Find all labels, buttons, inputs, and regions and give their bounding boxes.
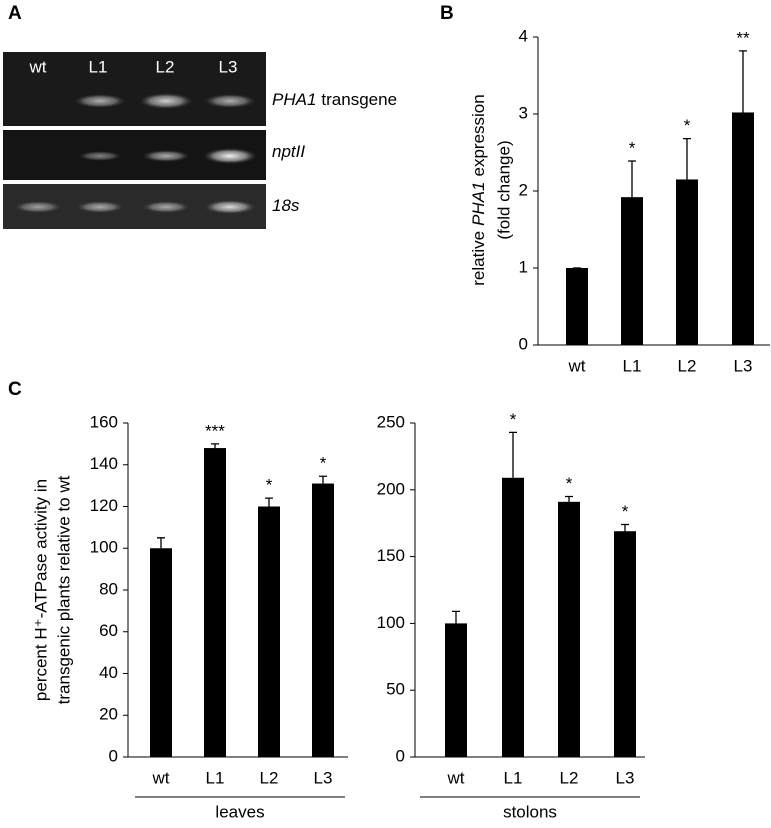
y-tick-label: 40 xyxy=(99,663,118,682)
y-axis-label: percent H⁺-ATPase activity in xyxy=(31,479,50,701)
x-axis-label: stolons xyxy=(503,802,557,821)
error-bar xyxy=(452,610,460,624)
error-bar xyxy=(739,50,747,113)
row-label: nptII xyxy=(272,142,305,161)
significance-label: * xyxy=(320,454,327,473)
row-label-text: transgene xyxy=(321,90,397,109)
row-label: PHA1 transgene xyxy=(272,90,397,109)
row-label-italic: PHA1 xyxy=(272,90,316,109)
y-axis-label-part: relative xyxy=(469,231,488,286)
error-bar xyxy=(621,523,629,532)
bar xyxy=(204,448,226,757)
lane-label: L1 xyxy=(89,57,108,76)
bar xyxy=(621,197,643,345)
bar xyxy=(150,548,172,757)
x-axis-label: leaves xyxy=(215,802,264,821)
bar xyxy=(258,506,280,757)
significance-label: *** xyxy=(205,421,225,440)
panel-label: B xyxy=(440,3,454,24)
y-tick-label: 0 xyxy=(396,746,405,765)
y-tick-label: 50 xyxy=(386,680,405,699)
bar xyxy=(614,531,636,757)
x-tick-label: wt xyxy=(568,356,586,375)
y-tick-label: 20 xyxy=(99,705,118,724)
significance-label: * xyxy=(684,116,691,135)
x-tick-label: L1 xyxy=(623,356,642,375)
x-tick-label: L3 xyxy=(616,768,635,787)
y-axis-label-italic: PHA1 xyxy=(469,181,488,225)
y-tick-label: 100 xyxy=(377,613,405,632)
error-bar xyxy=(211,443,219,449)
x-tick-label: L3 xyxy=(314,768,333,787)
y-tick-label: 120 xyxy=(90,496,118,515)
y-tick-label: 200 xyxy=(377,479,405,498)
y-tick-label: 4 xyxy=(519,26,528,45)
x-tick-label: L2 xyxy=(260,768,279,787)
significance-label: * xyxy=(266,476,273,495)
y-tick-label: 80 xyxy=(99,579,118,598)
x-tick-label: wt xyxy=(447,768,465,787)
y-tick-label: 150 xyxy=(377,546,405,565)
y-tick-label: 250 xyxy=(377,412,405,431)
x-tick-label: L3 xyxy=(734,356,753,375)
x-tick-label: wt xyxy=(152,768,170,787)
y-tick-label: 0 xyxy=(519,334,528,353)
significance-label: * xyxy=(510,410,517,429)
y-tick-label: 3 xyxy=(519,103,528,122)
row-label: 18s xyxy=(272,196,300,215)
y-axis-label-part: expression xyxy=(469,94,488,176)
y-tick-label: 60 xyxy=(99,621,118,640)
panel-label: A xyxy=(8,3,22,24)
bar xyxy=(312,483,334,757)
gel-image xyxy=(3,52,266,229)
y-axis-label: (fold change) xyxy=(494,140,513,239)
x-tick-label: L2 xyxy=(560,768,579,787)
error-bar xyxy=(157,537,165,549)
y-tick-label: 100 xyxy=(90,538,118,557)
error-bar xyxy=(683,137,691,180)
significance-label: * xyxy=(629,138,636,157)
y-tick-label: 1 xyxy=(519,257,528,276)
bar xyxy=(445,623,467,757)
bar xyxy=(676,179,698,345)
significance-label: * xyxy=(622,502,629,521)
significance-label: ** xyxy=(736,28,750,47)
error-bar xyxy=(509,431,517,478)
error-bar xyxy=(565,495,573,502)
y-tick-label: 0 xyxy=(109,746,118,765)
x-tick-label: L2 xyxy=(678,356,697,375)
bar xyxy=(732,112,754,346)
y-tick-label: 140 xyxy=(90,454,118,473)
significance-label: * xyxy=(566,474,573,493)
lane-label: L3 xyxy=(219,57,238,76)
x-tick-label: L1 xyxy=(206,768,225,787)
y-tick-label: 160 xyxy=(90,412,118,431)
lane-label: L2 xyxy=(156,57,175,76)
error-bar xyxy=(628,160,636,198)
bar xyxy=(566,268,588,345)
row-label-italic: nptII xyxy=(272,142,305,161)
x-tick-label: L1 xyxy=(504,768,523,787)
row-label-italic: 18s xyxy=(272,196,300,215)
panel-label: C xyxy=(8,379,22,400)
bar xyxy=(502,477,524,757)
y-tick-label: 2 xyxy=(519,180,528,199)
y-axis-label: relative PHA1 expression xyxy=(469,94,488,285)
y-axis-label: transgenic plants relative to wt xyxy=(54,475,73,704)
lane-label: wt xyxy=(29,57,47,76)
bar xyxy=(558,501,580,757)
error-bar xyxy=(265,497,273,507)
error-bar xyxy=(319,475,327,484)
